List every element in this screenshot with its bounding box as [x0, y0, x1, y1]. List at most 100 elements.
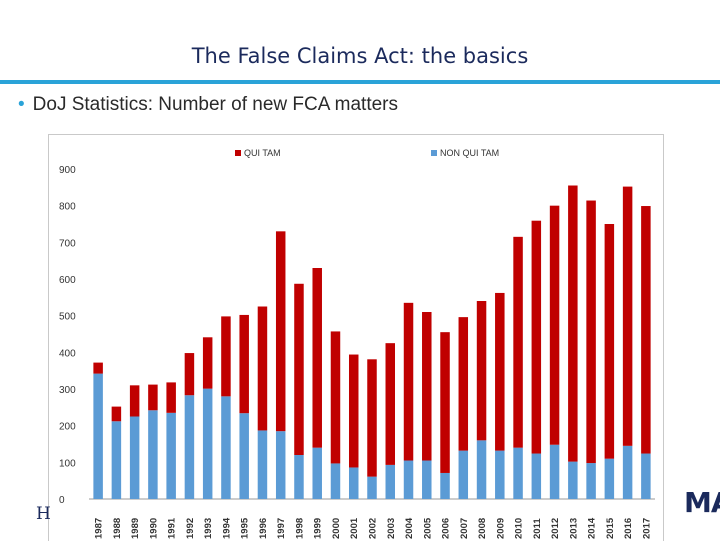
x-tick-label: 1989	[130, 518, 141, 539]
bullet-point: • DoJ Statistics: Number of new FCA matte…	[18, 94, 398, 116]
bar-qui-tam-2009	[495, 292, 505, 451]
bar-non-qui-tam-2017	[641, 453, 651, 499]
bar-qui-tam-1999	[312, 268, 322, 448]
x-tick-label: 1988	[112, 518, 123, 539]
bar-qui-tam-1988	[111, 406, 122, 422]
bar-qui-tam-2003	[385, 343, 396, 465]
bar-non-qui-tam-2009	[495, 450, 505, 499]
bar-non-qui-tam-2007	[458, 450, 469, 499]
x-tick-label: 2016	[623, 518, 634, 539]
bar-qui-tam-1994	[221, 316, 231, 397]
bar-qui-tam-2017	[641, 206, 651, 454]
bar-qui-tam-1990	[148, 384, 158, 411]
bar-non-qui-tam-1995	[239, 413, 249, 499]
x-tick-label: 2000	[331, 518, 342, 539]
bar-non-qui-tam-2013	[568, 461, 578, 499]
x-tick-label: 1996	[258, 518, 269, 539]
bar-qui-tam-1997	[275, 231, 286, 432]
y-tick-label: 600	[59, 275, 76, 286]
bar-non-qui-tam-1994	[221, 396, 231, 499]
chart-frame: 0 100 200 300 400 500 600 700 800 900 1987 1988 1989…	[48, 134, 664, 541]
x-tick-label: 2004	[404, 517, 415, 539]
bar-qui-tam-1989	[129, 385, 140, 417]
bar-qui-tam-1991	[166, 382, 176, 413]
x-tick-label: 1990	[148, 518, 159, 539]
x-tick-label: 2003	[386, 518, 397, 539]
x-tick-label: 1993	[203, 518, 214, 539]
bar-qui-tam-2000	[330, 331, 341, 464]
bar-non-qui-tam-2011	[531, 453, 542, 499]
bar-qui-tam-1998	[294, 283, 304, 455]
bar-non-qui-tam-1991	[166, 412, 176, 499]
stacked-bar-chart: 0 100 200 300 400 500 600 700 800 900 1987 1988 1989…	[59, 148, 655, 539]
bar-qui-tam-2014	[586, 200, 596, 464]
bar-non-qui-tam-2000	[330, 463, 341, 499]
x-tick-label: 2017	[641, 518, 652, 539]
bar-non-qui-tam-1987	[93, 373, 103, 499]
bar-qui-tam-2005	[422, 312, 432, 461]
bar-non-qui-tam-1992	[184, 395, 195, 499]
bar-non-qui-tam-1996	[257, 430, 268, 499]
y-tick-label: 500	[59, 312, 76, 323]
y-tick-label: 800	[59, 202, 76, 213]
bar-non-qui-tam-2012	[549, 444, 560, 499]
bar-qui-tam-2012	[549, 205, 560, 445]
bar-qui-tam-1992	[184, 353, 195, 396]
x-tick-label: 1997	[276, 518, 287, 539]
bar-qui-tam-1995	[239, 314, 249, 414]
x-tick-label: 2007	[459, 518, 470, 539]
left-logo: H	[36, 504, 51, 524]
x-tick-label: 1995	[240, 517, 251, 539]
bar-non-qui-tam-1990	[148, 410, 158, 499]
bar-non-qui-tam-1993	[202, 388, 213, 499]
bar-qui-tam-2016	[622, 186, 633, 446]
bar-non-qui-tam-2008	[476, 440, 487, 499]
x-tick-label: 1998	[294, 518, 305, 539]
bar-non-qui-tam-2006	[440, 472, 450, 499]
bar-non-qui-tam-1989	[129, 416, 140, 499]
bar-non-qui-tam-2014	[586, 463, 596, 499]
bar-non-qui-tam-1999	[312, 447, 322, 499]
title-rule	[0, 80, 720, 84]
bar-non-qui-tam-1998	[294, 455, 304, 499]
bar-non-qui-tam-2005	[422, 460, 432, 499]
x-tick-label: 2014	[587, 517, 598, 539]
y-tick-label: 0	[59, 495, 65, 506]
x-tick-label: 2012	[550, 518, 561, 539]
bar-non-qui-tam-2010	[513, 447, 523, 499]
x-tick-label: 2002	[368, 518, 379, 539]
y-tick-label: 700	[59, 238, 76, 249]
x-tick-label: 2013	[568, 518, 579, 539]
bar-qui-tam-2010	[513, 236, 523, 448]
bar-non-qui-tam-2015	[604, 458, 615, 499]
bar-non-qui-tam-2004	[403, 460, 414, 499]
bar-non-qui-tam-2016	[622, 445, 633, 499]
bar-non-qui-tam-2003	[385, 464, 396, 499]
y-tick-label: 400	[59, 348, 76, 359]
x-tick-label: 1999	[313, 518, 324, 539]
bar-qui-tam-2015	[604, 224, 615, 459]
x-tick-label: 2001	[349, 517, 360, 539]
bar-qui-tam-2002	[367, 359, 377, 477]
bullet-text: DoJ Statistics: Number of new FCA matter…	[32, 94, 398, 115]
bar-non-qui-tam-1997	[275, 431, 286, 499]
y-tick-label: 100	[59, 458, 76, 469]
bullet-dot-icon: •	[18, 94, 25, 115]
x-tick-label: 2010	[514, 518, 525, 539]
bar-qui-tam-2004	[403, 302, 414, 461]
x-tick-label: 1991	[167, 517, 178, 539]
legend-label: NON QUI TAM	[440, 148, 499, 158]
y-tick-label: 200	[59, 422, 76, 433]
bar-non-qui-tam-1988	[111, 421, 122, 499]
bar-qui-tam-2008	[476, 301, 487, 441]
x-tick-label: 1992	[185, 518, 196, 539]
x-tick-label: 2005	[422, 517, 433, 539]
x-tick-label: 1987	[94, 518, 105, 539]
y-tick-label: 900	[59, 165, 76, 176]
bar-qui-tam-2007	[458, 317, 469, 451]
x-tick-label: 2009	[495, 518, 506, 539]
bar-qui-tam-2006	[440, 332, 450, 473]
y-tick-label: 300	[59, 385, 76, 396]
bar-qui-tam-1993	[202, 337, 213, 389]
legend-label: QUI TAM	[244, 148, 281, 158]
